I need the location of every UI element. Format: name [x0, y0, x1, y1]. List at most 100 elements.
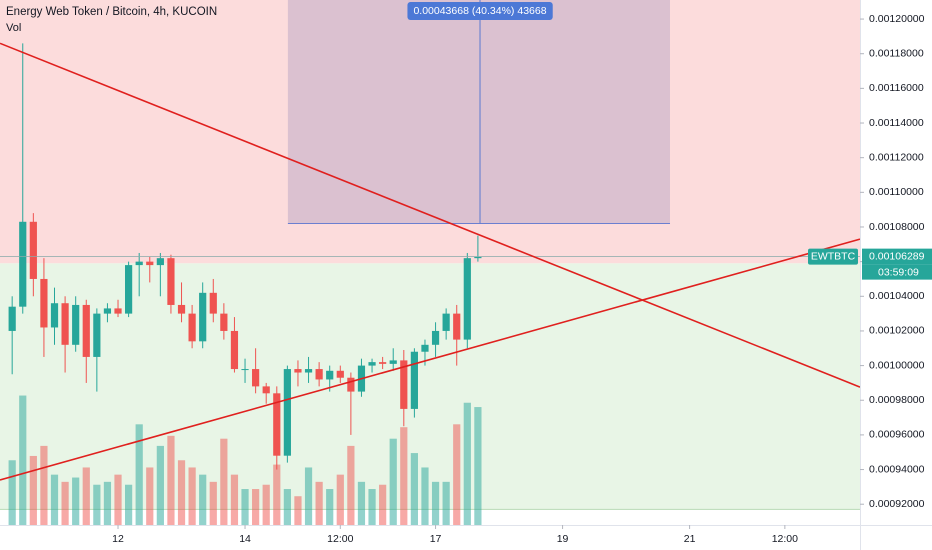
candle-body	[421, 344, 429, 352]
candle-body	[410, 351, 418, 409]
candle-body	[241, 369, 249, 371]
volume-bar	[29, 455, 37, 525]
volume-bar	[262, 484, 270, 525]
candle-body	[29, 221, 37, 279]
y-tick-label: 0.00116000	[869, 82, 924, 94]
y-tick-label: 0.00120000	[869, 13, 925, 25]
candle-body	[294, 369, 302, 373]
volume-bar	[389, 438, 397, 525]
volume-bar	[167, 435, 175, 525]
volume-bar	[72, 477, 80, 525]
measure-label-bg	[407, 2, 553, 20]
volume-bar	[400, 427, 408, 525]
volume-bar	[199, 474, 207, 525]
candle-body	[135, 261, 143, 266]
candle-body	[93, 313, 101, 357]
volume-bar	[347, 445, 355, 525]
volume-bar	[442, 481, 450, 525]
y-tick-label: 0.00100000	[869, 359, 925, 371]
target-zone	[0, 263, 860, 510]
x-tick-label: 12:00	[327, 533, 353, 545]
stop-zone	[0, 0, 860, 264]
volume-bar	[103, 481, 112, 525]
candle-body	[431, 330, 440, 345]
chart-title: Energy Web Token / Bitcoin, 4h, KUCOIN	[6, 6, 217, 18]
volume-bar	[61, 481, 69, 525]
candle-body	[304, 369, 313, 373]
candle-body	[315, 369, 323, 380]
candle-body	[209, 292, 217, 314]
volume-bar	[421, 467, 429, 525]
volume-bar	[40, 445, 48, 525]
volume-bar	[326, 489, 334, 525]
marks-layer	[8, 43, 482, 525]
candle-body	[146, 261, 154, 266]
candle-body	[262, 386, 270, 394]
volume-bar	[463, 402, 471, 525]
candle-body	[273, 393, 281, 456]
candle-body	[326, 370, 334, 380]
y-tick-label: 0.00096000	[869, 429, 925, 441]
price-label-bg	[862, 248, 932, 265]
y-tick-label: 0.00094000	[869, 463, 925, 475]
volume-bar	[453, 424, 461, 525]
overlay-layer: 0.00043668 (40.34%) 43668	[0, 2, 861, 481]
candle-body	[400, 360, 408, 409]
y-tick-label: 0.00098000	[869, 394, 925, 406]
countdown-bg	[862, 264, 932, 280]
symbol-label: EWTBTC	[811, 250, 856, 262]
x-tick-label: 14	[239, 533, 251, 545]
y-tick-label: 0.00118000	[869, 47, 924, 59]
volume-bar	[368, 489, 376, 525]
candle-body	[283, 369, 291, 456]
volume-bar	[220, 438, 228, 525]
candle-body	[188, 313, 196, 342]
volume-bar	[410, 453, 418, 525]
volume-bar	[125, 484, 133, 525]
countdown: 03:59:09	[878, 266, 919, 278]
x-tick-label: 12:00	[772, 533, 798, 545]
candle-body	[82, 304, 90, 357]
volume-bar	[19, 395, 27, 525]
candle-body	[177, 304, 186, 314]
candle-body	[19, 221, 27, 307]
volume-label: Vol	[6, 22, 21, 34]
volume-bar	[431, 481, 440, 525]
candle-body	[114, 308, 122, 314]
volume-bar	[252, 489, 260, 525]
candle-body	[347, 377, 355, 392]
volume-bar	[273, 464, 281, 525]
candle-body	[72, 304, 80, 345]
volume-bar	[50, 474, 59, 525]
candle-body	[220, 313, 228, 331]
volume-bar	[336, 474, 344, 525]
volume-bar	[379, 484, 387, 525]
volume-bar	[8, 460, 16, 525]
x-tick-label: 12	[112, 533, 124, 545]
volume-bar	[177, 460, 186, 525]
y-tick-label: 0.00110000	[869, 186, 924, 198]
candle-body	[389, 360, 397, 364]
candle-body	[463, 258, 471, 340]
candle-body	[474, 256, 482, 259]
candle-body	[61, 303, 69, 345]
measure-label: 0.00043668 (40.34%) 43668	[413, 5, 546, 17]
candle-body	[336, 370, 344, 378]
candle-body	[40, 278, 48, 328]
volume-bar	[146, 467, 154, 525]
candle-body	[379, 362, 387, 364]
candle-body	[167, 258, 175, 305]
x-tick-label: 17	[430, 533, 442, 545]
volume-bar	[474, 407, 482, 525]
candle-body	[252, 369, 260, 387]
volume-bar	[93, 484, 101, 525]
background-layer	[0, 0, 860, 510]
y-tick-label: 0.00114000	[869, 117, 924, 129]
candle-body	[156, 258, 164, 266]
volume-bar	[294, 496, 302, 525]
candle-body	[50, 303, 59, 328]
volume-bar	[357, 481, 366, 525]
volume-bar	[82, 467, 90, 525]
